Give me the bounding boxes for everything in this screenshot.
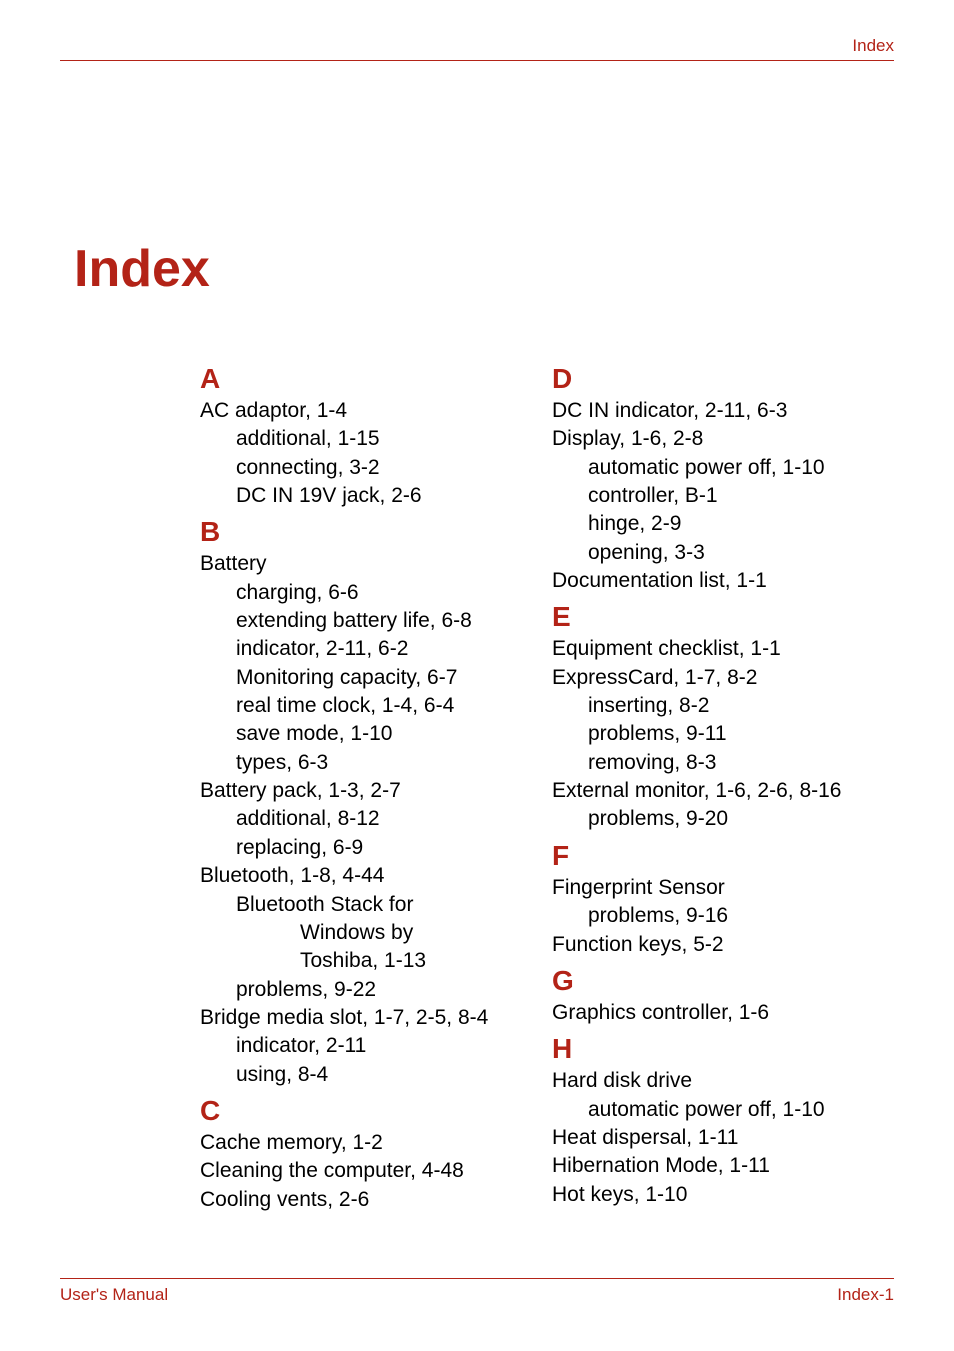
index-entry: Hard disk drive xyxy=(552,1067,894,1095)
index-subentry: controller, B-1 xyxy=(588,482,894,510)
index-entry: External monitor, 1-6, 2-6, 8-16 xyxy=(552,777,894,805)
index-entry: Cache memory, 1-2 xyxy=(200,1129,542,1157)
section-letter: A xyxy=(200,363,542,395)
index-entry: Hot keys, 1-10 xyxy=(552,1181,894,1209)
index-entry: AC adaptor, 1-4 xyxy=(200,397,542,425)
index-entry: Battery pack, 1-3, 2-7 xyxy=(200,777,542,805)
page-header: Index xyxy=(60,36,894,61)
index-subentry: hinge, 2-9 xyxy=(588,510,894,538)
index-subentry: charging, 6-6 xyxy=(236,579,542,607)
index-subentry: real time clock, 1-4, 6-4 xyxy=(236,692,542,720)
index-entry: Cleaning the computer, 4-48 xyxy=(200,1157,542,1185)
index-subentry: connecting, 3-2 xyxy=(236,454,542,482)
index-subentry: removing, 8-3 xyxy=(588,749,894,777)
index-subentry: replacing, 6-9 xyxy=(236,834,542,862)
index-entry: Battery xyxy=(200,550,542,578)
section-letter: H xyxy=(552,1033,894,1065)
index-entry: Heat dispersal, 1-11 xyxy=(552,1124,894,1152)
index-subentry: problems, 9-20 xyxy=(588,805,894,833)
index-subentry: additional, 8-12 xyxy=(236,805,542,833)
index-subentry: problems, 9-22 xyxy=(236,976,542,1004)
index-entry: Cooling vents, 2-6 xyxy=(200,1186,542,1214)
index-entry: Documentation list, 1-1 xyxy=(552,567,894,595)
index-entry: Fingerprint Sensor xyxy=(552,874,894,902)
index-entry: Display, 1-6, 2-8 xyxy=(552,425,894,453)
index-subentry: inserting, 8-2 xyxy=(588,692,894,720)
index-subentry: automatic power off, 1-10 xyxy=(588,454,894,482)
index-subentry: types, 6-3 xyxy=(236,749,542,777)
index-entry: Bridge media slot, 1-7, 2-5, 8-4 xyxy=(200,1004,542,1032)
index-columns: AAC adaptor, 1-4additional, 1-15connecti… xyxy=(60,357,894,1214)
index-subentry: Monitoring capacity, 6-7 xyxy=(236,664,542,692)
index-subentry: opening, 3-3 xyxy=(588,539,894,567)
header-label: Index xyxy=(852,36,894,56)
index-entry: Equipment checklist, 1-1 xyxy=(552,635,894,663)
section-letter: C xyxy=(200,1095,542,1127)
index-subentry: save mode, 1-10 xyxy=(236,720,542,748)
index-subentry: problems, 9-11 xyxy=(588,720,894,748)
index-subentry: indicator, 2-11, 6-2 xyxy=(236,635,542,663)
index-subentry: automatic power off, 1-10 xyxy=(588,1096,894,1124)
index-subsubentry: Toshiba, 1-13 xyxy=(300,947,542,975)
index-subentry: extending battery life, 6-8 xyxy=(236,607,542,635)
left-column: AAC adaptor, 1-4additional, 1-15connecti… xyxy=(200,357,542,1214)
index-subentry: additional, 1-15 xyxy=(236,425,542,453)
page: Index Index AAC adaptor, 1-4additional, … xyxy=(0,0,954,1351)
section-letter: E xyxy=(552,601,894,633)
index-subsubentry: Windows by xyxy=(300,919,542,947)
index-entry: DC IN indicator, 2-11, 6-3 xyxy=(552,397,894,425)
section-letter: F xyxy=(552,840,894,872)
index-subentry: indicator, 2-11 xyxy=(236,1032,542,1060)
footer-right: Index-1 xyxy=(837,1285,894,1305)
index-subentry: using, 8-4 xyxy=(236,1061,542,1089)
index-entry: Graphics controller, 1-6 xyxy=(552,999,894,1027)
section-letter: G xyxy=(552,965,894,997)
index-entry: Hibernation Mode, 1-11 xyxy=(552,1152,894,1180)
index-subentry: DC IN 19V jack, 2-6 xyxy=(236,482,542,510)
footer-left: User's Manual xyxy=(60,1285,168,1305)
section-letter: B xyxy=(200,516,542,548)
section-letter: D xyxy=(552,363,894,395)
index-entry: ExpressCard, 1-7, 8-2 xyxy=(552,664,894,692)
index-entry: Function keys, 5-2 xyxy=(552,931,894,959)
right-column: DDC IN indicator, 2-11, 6-3Display, 1-6,… xyxy=(552,357,894,1214)
index-subentry: Bluetooth Stack for xyxy=(236,891,542,919)
index-entry: Bluetooth, 1-8, 4-44 xyxy=(200,862,542,890)
index-subentry: problems, 9-16 xyxy=(588,902,894,930)
page-footer: User's Manual Index-1 xyxy=(60,1278,894,1305)
index-title: Index xyxy=(74,239,894,299)
